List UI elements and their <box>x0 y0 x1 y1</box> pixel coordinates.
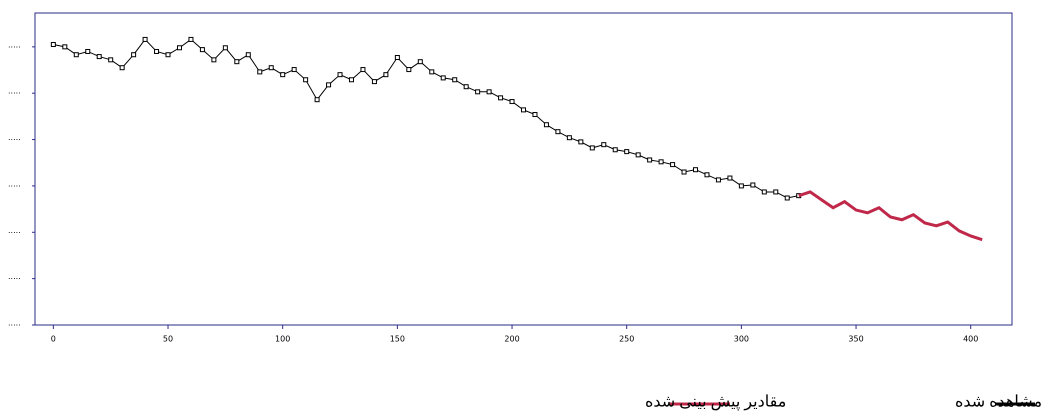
x-tick-label: 250 <box>619 335 634 344</box>
point-marker <box>693 167 699 173</box>
point-marker <box>154 48 160 54</box>
legend-label: مقادیر پیش بینی شده <box>645 394 786 411</box>
point-marker <box>521 107 526 113</box>
point-marker <box>647 157 653 163</box>
x-tick-label: 100 <box>275 335 290 344</box>
x-tick-label: 350 <box>848 335 863 344</box>
y-tick-label: ..... <box>8 40 21 49</box>
point-marker <box>543 122 549 128</box>
point-marker <box>291 67 297 73</box>
point-marker <box>337 72 343 78</box>
point-marker <box>784 195 790 201</box>
point-marker <box>738 183 744 189</box>
legend-label: مقادیر مشاهده شده <box>955 394 1041 411</box>
point-marker <box>142 36 148 42</box>
y-tick-label: ..... <box>8 272 21 281</box>
point-marker <box>429 69 435 75</box>
point-marker <box>406 67 412 73</box>
point-marker <box>62 44 68 50</box>
point-marker <box>257 69 263 75</box>
y-tick-label: ..... <box>8 179 21 188</box>
point-marker <box>612 147 618 153</box>
point-marker <box>119 65 125 71</box>
point-marker <box>704 172 710 178</box>
point-marker <box>452 77 458 83</box>
point-marker <box>371 79 377 85</box>
plot-frame <box>34 12 1013 326</box>
x-tick-label: 400 <box>963 335 978 344</box>
point-marker <box>108 57 114 63</box>
point-marker <box>165 52 171 58</box>
point-marker <box>761 189 767 195</box>
point-marker <box>555 129 561 135</box>
point-marker <box>73 52 79 58</box>
point-marker <box>303 77 309 83</box>
point-marker <box>394 55 400 61</box>
point-marker <box>566 135 572 141</box>
point-marker <box>681 169 687 175</box>
point-marker <box>670 162 676 168</box>
y-tick-label: ..... <box>8 133 21 142</box>
point-marker <box>715 177 721 183</box>
point-marker <box>624 149 630 155</box>
point-marker <box>360 67 366 73</box>
point-marker <box>234 59 240 65</box>
point-marker <box>245 52 251 58</box>
point-marker <box>486 89 492 95</box>
point-marker <box>176 45 182 51</box>
point-marker <box>750 182 756 188</box>
point-marker <box>96 54 102 60</box>
x-tick-label: 300 <box>734 335 749 344</box>
point-marker <box>589 145 595 151</box>
point-marker <box>280 72 286 78</box>
point-marker <box>727 175 733 181</box>
point-marker <box>635 152 641 158</box>
point-marker <box>85 48 91 54</box>
point-marker <box>509 99 515 105</box>
point-marker <box>383 72 389 78</box>
x-tick-label: 0 <box>51 335 56 344</box>
point-marker <box>417 59 423 65</box>
point-marker <box>50 42 56 48</box>
point-marker <box>578 139 584 145</box>
point-marker <box>348 77 354 83</box>
y-tick-label: ..... <box>8 226 21 235</box>
point-marker <box>440 75 446 81</box>
point-marker <box>222 45 228 51</box>
point-marker <box>475 89 481 95</box>
y-tick-label: ..... <box>8 87 21 96</box>
x-tick-label: 150 <box>390 335 405 344</box>
point-marker <box>463 84 469 90</box>
series-line <box>798 190 983 242</box>
x-tick-label: 50 <box>163 335 173 344</box>
point-marker <box>326 82 332 88</box>
point-marker <box>773 189 779 195</box>
point-marker <box>268 65 274 71</box>
point-marker <box>498 95 504 101</box>
point-marker <box>314 97 320 103</box>
y-tick-label: ..... <box>8 319 21 328</box>
point-marker <box>131 52 137 58</box>
point-marker <box>199 47 205 53</box>
point-marker <box>601 142 607 148</box>
point-marker <box>532 112 538 118</box>
x-tick-label: 200 <box>504 335 519 344</box>
point-marker <box>188 36 194 42</box>
point-marker <box>658 159 664 165</box>
point-marker <box>211 57 217 63</box>
